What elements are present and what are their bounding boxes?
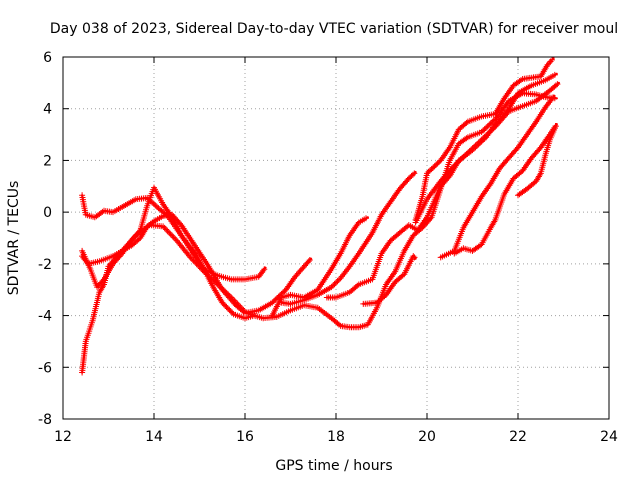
plot-frame [62, 56, 610, 420]
x-axis-label: GPS time / hours [275, 458, 392, 474]
x-tick-label: 20 [418, 429, 436, 445]
series-arc12 [451, 123, 559, 257]
y-tick-label: 6 [43, 50, 52, 66]
x-tick-label: 22 [509, 429, 527, 445]
series-arc4 [79, 184, 256, 322]
y-axis-label: SDTVAR / TECUs [6, 181, 22, 296]
series-arc11 [437, 94, 557, 261]
series-arc10 [412, 81, 561, 226]
series-markers [451, 123, 559, 257]
series-markers [278, 170, 418, 307]
series-markers [412, 81, 561, 226]
x-tick-label: 16 [236, 429, 254, 445]
series-markers [360, 253, 418, 307]
y-tick-label: -4 [38, 309, 52, 325]
x-tick-label: 14 [145, 429, 163, 445]
x-tick-label: 24 [600, 429, 618, 445]
chart-title: Day 038 of 2023, Sidereal Day-to-day VTE… [50, 21, 618, 37]
y-tick-label: 4 [43, 102, 52, 118]
series-markers [515, 123, 559, 199]
y-tick-label: -2 [38, 257, 52, 273]
series-arc13 [515, 123, 559, 199]
series-markers [437, 94, 557, 261]
data-series [79, 56, 561, 376]
y-tick-label: 0 [43, 205, 52, 221]
y-tick-label: -8 [38, 412, 52, 428]
series-markers [79, 184, 256, 322]
grid-lines [63, 57, 609, 419]
x-tick-label: 18 [327, 429, 345, 445]
series-arc8 [360, 253, 418, 307]
x-tick-label: 12 [54, 429, 72, 445]
series-arc6 [278, 170, 418, 307]
y-tick-label: 2 [43, 153, 52, 169]
series-arc5 [269, 215, 369, 319]
y-tick-label: -6 [38, 360, 52, 376]
series-markers [269, 215, 369, 319]
